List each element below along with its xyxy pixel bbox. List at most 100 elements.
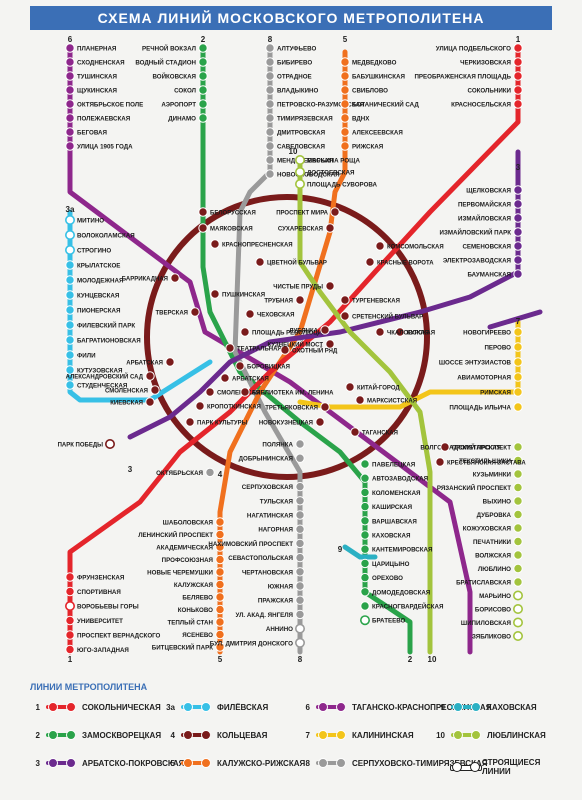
station-label: СЕРПУХОВСКАЯ	[242, 484, 294, 491]
station-marker	[513, 227, 523, 237]
station-marker	[65, 572, 75, 582]
station-label: БОТАНИЧЕСКИЙ САД	[352, 101, 419, 109]
station-label: КРЫЛАТСКОЕ	[77, 263, 120, 270]
legend-swatch-bar	[181, 761, 211, 765]
legend-entry: 3 АРБАТСКО-ПОКРОВСКАЯ	[30, 758, 184, 768]
station-label: МОЛОДЕЖНАЯ	[77, 278, 124, 285]
station-marker	[513, 455, 523, 466]
station-label: ПЕТРОВСКО-РАЗУМОВСКАЯ	[277, 102, 365, 109]
station-marker	[65, 127, 75, 137]
legend-entry: 3a ФИЛЁВСКАЯ	[165, 702, 268, 712]
station-marker	[512, 617, 523, 628]
station-label: ДМИТРОВСКАЯ	[277, 130, 326, 137]
line-2-track	[200, 49, 413, 655]
legend-entry: 7 КАЛИНИНСКАЯ	[300, 730, 414, 740]
station-marker	[65, 586, 75, 597]
station-marker	[295, 453, 305, 463]
station-label: ПИОНЕРСКАЯ	[77, 308, 121, 315]
station-marker	[340, 311, 350, 321]
line-number-label: 3	[128, 465, 133, 474]
station-marker	[65, 141, 75, 151]
legend-swatch-dot	[471, 730, 481, 740]
station-label: ОКТЯБРЬСКОЕ ПОЛЕ	[77, 102, 143, 109]
station-label: БИБЛИОТЕКА ИМ. ЛЕНИНА	[252, 391, 334, 397]
station-marker	[215, 604, 225, 615]
station-marker	[295, 481, 305, 492]
station-label: СОКОЛЬНИКИ	[468, 88, 512, 95]
station-label: ВЛАДЫКИНО	[277, 88, 319, 95]
station-marker	[320, 402, 330, 412]
station-marker	[65, 99, 75, 109]
station-label: НАГАТИНСКАЯ	[247, 513, 294, 520]
legend-swatch	[316, 758, 346, 768]
station-marker	[65, 290, 75, 300]
legend-line-name: СОКОЛЬНИЧЕСКАЯ	[82, 702, 161, 712]
station-label: БУЛ. ДМИТРИЯ ДОНСКОГО	[210, 640, 293, 647]
legend-entry: 10 ЛЮБЛИНСКАЯ	[435, 730, 546, 740]
station-label: СРЕТЕНСКИЙ БУЛЬВАР	[352, 313, 423, 321]
station-label: ЭЛЕКТРОЗАВОДСКАЯ	[443, 258, 512, 265]
station-label: БАБУШКИНСКАЯ	[352, 74, 405, 81]
station-label: БЕЛОРУССКАЯ	[210, 211, 256, 217]
legend-swatch-bar	[316, 733, 346, 737]
station-marker	[350, 427, 360, 437]
metro-map[interactable]: 4 ПЛАНЕРНАЯ СХОДНЕНСКАЯ ТУШИНСКАЯ ЩУКИНСКАЯ О…	[0, 32, 582, 672]
station-marker	[513, 563, 523, 574]
station-marker	[513, 185, 523, 195]
station-marker	[435, 457, 445, 467]
station-label: АЭРОПОРТ	[161, 102, 196, 109]
legend-entry: 6 ТАГАНСКО-КРАСНОПРЕСНЕНСКАЯ	[300, 702, 491, 712]
station-label: ЩУКИНСКАЯ	[77, 88, 118, 95]
station-label: БИБИРЕВО	[277, 60, 312, 67]
legend-line-number: 10	[436, 730, 445, 740]
station-label: ЧЕРТАНОВСКАЯ	[242, 569, 294, 576]
station-marker	[198, 113, 208, 123]
legend-entry: 5 КАЛУЖСКО-РИЖСКАЯ	[165, 758, 305, 768]
station-label: РИМСКАЯ	[480, 390, 511, 397]
legend-swatch-bar	[451, 705, 481, 709]
station-label: ЦАРИЦЫНО	[372, 561, 410, 568]
legend-swatch	[46, 702, 76, 712]
station-marker	[294, 179, 305, 190]
station-label: БАГРАТИОНОВСКАЯ	[77, 338, 141, 345]
legend-swatch-bar	[316, 761, 346, 765]
station-marker	[65, 335, 75, 345]
station-marker	[65, 57, 75, 67]
station-label: ЮГО-ЗАПАДНАЯ	[77, 647, 129, 654]
legend-line-number: 9	[440, 702, 445, 712]
station-marker	[513, 43, 523, 53]
station-label: СХОДНЕНСКАЯ	[77, 60, 125, 67]
station-label: КУНЦЕВСКАЯ	[77, 293, 120, 300]
station-label: КАХОВСКАЯ	[372, 533, 411, 540]
station-marker	[513, 577, 523, 587]
station-marker	[295, 496, 305, 506]
legend-swatch-dot	[336, 730, 346, 740]
station-marker	[360, 530, 370, 540]
legend-swatch	[181, 730, 211, 740]
station-marker	[65, 615, 75, 626]
station-marker	[360, 544, 370, 554]
line-number-label: 8	[298, 655, 303, 664]
legend-swatch-dot	[469, 762, 480, 772]
station-label: БАУМАНСКАЯ	[467, 272, 511, 279]
legend-line-name: КАЛУЖСКО-РИЖСКАЯ	[217, 758, 306, 768]
station-label: РЕЧНОЙ ВОКЗАЛ	[142, 45, 196, 53]
station-label: СВИБЛОВО	[352, 88, 388, 95]
station-label: НОВОКУЗНЕЦКАЯ	[259, 421, 313, 427]
station-label: ПЕЧАТНИКИ	[473, 539, 512, 546]
station-label: ВОЛОКОЛАМСКАЯ	[77, 233, 135, 240]
station-label: ТУРГЕНЕВСКАЯ	[352, 299, 400, 305]
legend-line-name: АРБАТСКО-ПОКРОВСКАЯ	[82, 758, 185, 768]
station-marker	[295, 524, 305, 534]
station-label: ДОСТОЕВСКАЯ	[307, 170, 355, 177]
legend-swatch-bar	[449, 765, 482, 771]
legend-swatch-bar	[181, 733, 211, 737]
station-label: АЛТУФЬЕВО	[277, 46, 316, 53]
station-marker	[330, 207, 340, 217]
legend-line-number: 6	[305, 702, 310, 712]
legend-swatch	[449, 762, 482, 772]
legend-swatch-dot	[66, 730, 76, 740]
line-5-track	[217, 49, 348, 655]
station-marker	[265, 141, 275, 151]
legend-swatch	[181, 702, 211, 712]
